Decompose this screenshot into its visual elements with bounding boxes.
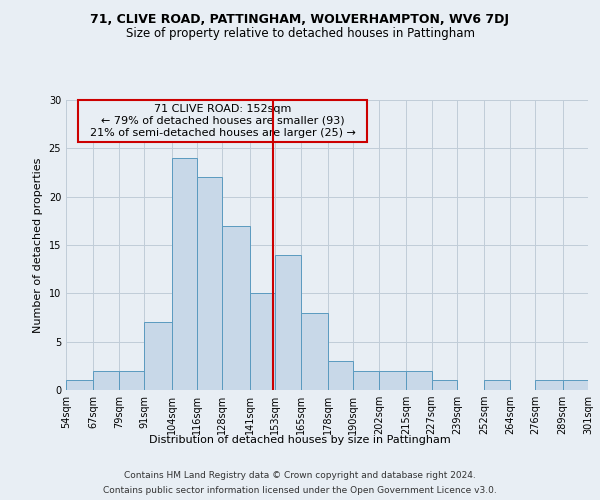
Bar bbox=[431, 380, 457, 390]
Bar bbox=[328, 361, 353, 390]
Bar bbox=[172, 158, 197, 390]
Bar bbox=[144, 322, 172, 390]
Bar bbox=[94, 370, 119, 390]
Bar bbox=[119, 370, 144, 390]
Text: Contains public sector information licensed under the Open Government Licence v3: Contains public sector information licen… bbox=[103, 486, 497, 495]
Bar bbox=[197, 178, 223, 390]
Bar bbox=[406, 370, 431, 390]
Y-axis label: Number of detached properties: Number of detached properties bbox=[33, 158, 43, 332]
Bar bbox=[353, 370, 379, 390]
Bar bbox=[301, 312, 328, 390]
Bar bbox=[535, 380, 563, 390]
Bar bbox=[484, 380, 510, 390]
Text: 71 CLIVE ROAD: 152sqm  
  ← 79% of detached houses are smaller (93)  
  21% of s: 71 CLIVE ROAD: 152sqm ← 79% of detached … bbox=[83, 104, 362, 138]
Bar bbox=[250, 294, 275, 390]
Bar bbox=[563, 380, 588, 390]
Text: Size of property relative to detached houses in Pattingham: Size of property relative to detached ho… bbox=[125, 28, 475, 40]
Bar bbox=[223, 226, 250, 390]
Bar bbox=[66, 380, 94, 390]
Bar bbox=[275, 254, 301, 390]
Text: 71, CLIVE ROAD, PATTINGHAM, WOLVERHAMPTON, WV6 7DJ: 71, CLIVE ROAD, PATTINGHAM, WOLVERHAMPTO… bbox=[91, 12, 509, 26]
Text: Contains HM Land Registry data © Crown copyright and database right 2024.: Contains HM Land Registry data © Crown c… bbox=[124, 471, 476, 480]
Bar bbox=[379, 370, 406, 390]
Text: Distribution of detached houses by size in Pattingham: Distribution of detached houses by size … bbox=[149, 435, 451, 445]
